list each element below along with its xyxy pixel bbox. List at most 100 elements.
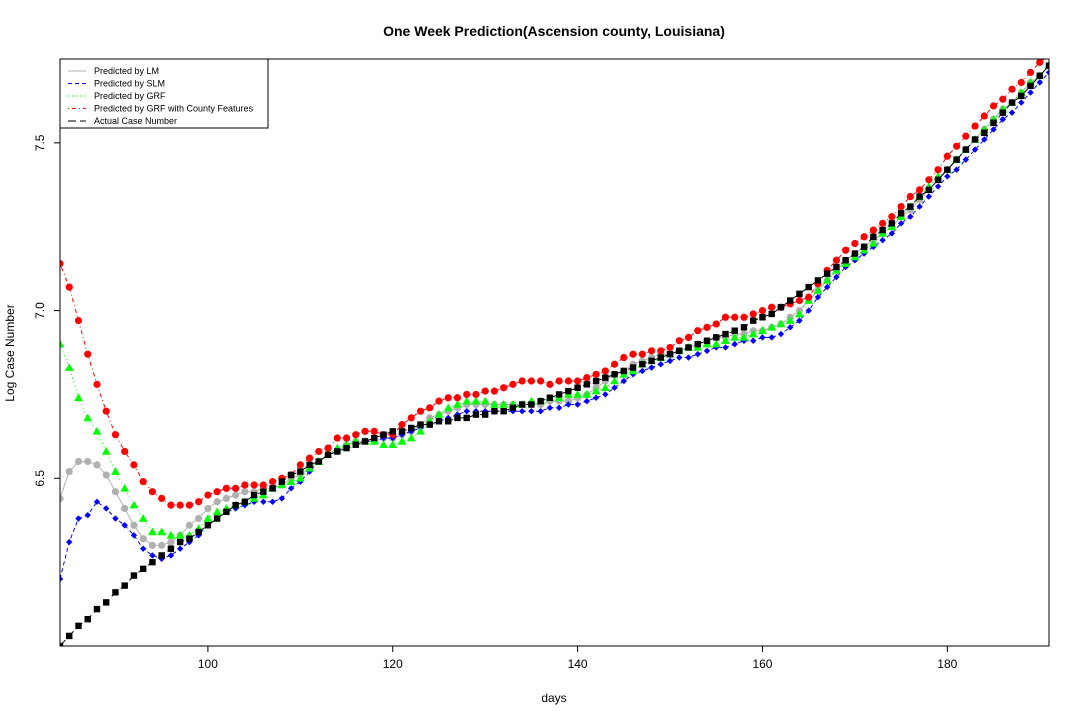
data-point	[916, 203, 923, 210]
series-line	[60, 65, 1049, 646]
data-point	[472, 390, 480, 399]
data-point	[297, 468, 304, 475]
data-point	[66, 632, 73, 640]
data-point	[537, 408, 544, 415]
data-point	[703, 337, 711, 344]
data-point	[592, 377, 600, 385]
data-point	[241, 481, 249, 489]
data-point	[93, 605, 101, 613]
data-point	[158, 552, 165, 559]
data-point	[111, 431, 120, 439]
data-point	[611, 371, 618, 378]
data-point	[694, 327, 702, 335]
data-point	[860, 250, 868, 257]
plot-area	[60, 59, 1049, 646]
y-tick-label: 7.5	[33, 134, 47, 151]
data-point	[278, 478, 286, 485]
data-point	[241, 498, 249, 505]
data-point	[666, 357, 674, 365]
data-point	[175, 530, 185, 539]
data-point	[74, 393, 83, 402]
data-point	[185, 501, 194, 509]
data-point	[75, 622, 82, 630]
data-point	[888, 230, 896, 237]
data-point	[84, 350, 92, 358]
data-point	[869, 226, 877, 234]
data-point	[574, 377, 582, 385]
data-point	[426, 404, 434, 412]
data-point	[352, 441, 359, 448]
data-point	[463, 390, 471, 399]
data-point	[250, 481, 258, 489]
data-point	[851, 250, 859, 257]
data-point	[730, 333, 740, 341]
data-point	[407, 414, 415, 422]
data-point	[842, 257, 849, 264]
data-point	[204, 491, 212, 499]
data-point	[592, 370, 600, 378]
data-point	[490, 400, 499, 408]
data-point	[195, 528, 202, 536]
data-point	[767, 322, 777, 331]
data-point	[176, 538, 184, 546]
data-point	[148, 527, 157, 536]
data-point	[731, 340, 738, 348]
data-point	[260, 498, 267, 505]
data-point	[758, 326, 767, 334]
data-point	[684, 333, 693, 342]
series-line	[60, 65, 1049, 536]
data-point	[907, 203, 914, 210]
data-point	[148, 488, 157, 496]
data-point	[888, 220, 896, 227]
data-point	[1045, 69, 1049, 76]
data-point	[84, 457, 92, 466]
data-point	[101, 447, 111, 455]
data-point	[703, 347, 711, 355]
data-point	[721, 336, 730, 345]
data-point	[333, 434, 341, 442]
data-point	[296, 461, 304, 469]
data-point	[148, 541, 157, 549]
data-point	[528, 408, 535, 415]
data-point	[546, 394, 554, 401]
data-point	[481, 411, 489, 418]
data-point	[324, 451, 332, 459]
data-point	[269, 498, 276, 505]
data-point	[103, 599, 110, 606]
data-point	[139, 535, 147, 543]
data-point	[750, 337, 757, 344]
data-point	[537, 377, 545, 385]
data-point	[417, 421, 424, 428]
data-point	[408, 424, 415, 432]
data-point	[999, 116, 1006, 123]
data-point	[60, 260, 64, 268]
data-point	[703, 323, 711, 331]
data-point	[139, 565, 147, 573]
data-point	[582, 390, 592, 398]
data-point	[591, 386, 601, 395]
data-point	[638, 350, 646, 358]
data-point	[1008, 99, 1016, 106]
data-point	[121, 447, 129, 456]
data-point	[186, 535, 193, 542]
data-point	[750, 317, 757, 324]
series-predicted-by-grf	[60, 61, 1049, 539]
data-point	[574, 401, 581, 408]
data-point	[851, 239, 859, 248]
data-point	[371, 434, 378, 442]
data-point	[1018, 99, 1025, 106]
data-point	[74, 457, 83, 466]
data-point	[222, 494, 230, 503]
data-point	[352, 431, 360, 439]
series-predicted-by-grf-with-county-features	[60, 59, 1049, 509]
x-tick-label: 140	[568, 657, 588, 671]
data-point	[592, 394, 600, 401]
data-point	[518, 408, 526, 415]
data-point	[740, 324, 748, 331]
data-point	[389, 428, 396, 435]
data-point	[879, 226, 886, 234]
data-point	[500, 384, 508, 392]
data-point	[981, 129, 988, 136]
legend-label: Predicted by LM	[94, 66, 159, 76]
data-point	[167, 538, 175, 546]
